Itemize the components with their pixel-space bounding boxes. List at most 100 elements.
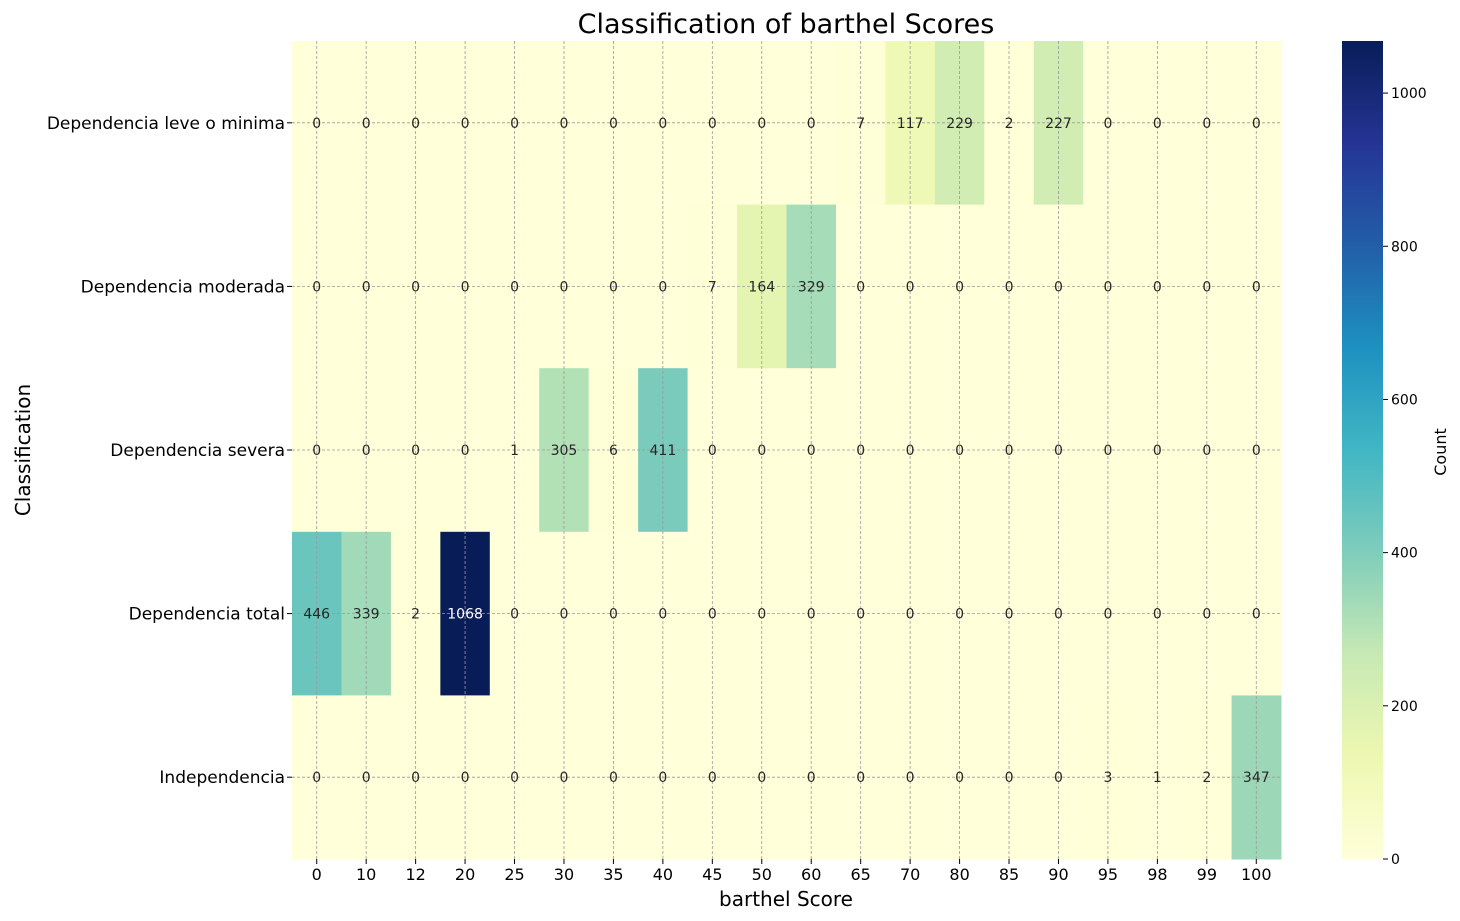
cell-value-label: 0 (362, 443, 371, 459)
cell-value-label: 0 (1103, 116, 1112, 132)
cell-value-label: 227 (1045, 116, 1072, 132)
cell-value-label: 0 (1202, 279, 1211, 295)
cell-value-label: 0 (411, 770, 420, 786)
cell-value-label: 0 (1054, 443, 1063, 459)
colorbar-tick-label: 1000 (1391, 86, 1427, 102)
cell-value-label: 0 (1252, 116, 1261, 132)
cell-value-label: 0 (560, 770, 569, 786)
cell-value-label: 0 (658, 607, 667, 623)
cell-value-label: 329 (798, 279, 825, 295)
cell-value-label: 0 (1202, 607, 1211, 623)
x-tick-label: 98 (1147, 865, 1167, 884)
x-tick-label: 99 (1197, 865, 1217, 884)
cell-value-label: 0 (906, 443, 915, 459)
cell-value-label: 0 (708, 116, 717, 132)
x-tick-label: 20 (455, 865, 475, 884)
cell-value-label: 446 (303, 607, 330, 623)
cell-value-label: 0 (609, 607, 618, 623)
cell-value-label: 0 (461, 443, 470, 459)
cell-value-label: 0 (757, 607, 766, 623)
cell-value-label: 0 (658, 770, 667, 786)
x-tick-label: 70 (900, 865, 920, 884)
cell-value-label: 6 (609, 443, 618, 459)
cell-value-label: 1 (510, 443, 519, 459)
cell-value-label: 0 (1005, 443, 1014, 459)
cell-value-label: 117 (897, 116, 924, 132)
cell-value-label: 0 (757, 116, 766, 132)
cell-value-label: 0 (362, 279, 371, 295)
y-tick-label: Dependencia severa (110, 441, 285, 461)
cell-value-label: 0 (1103, 607, 1112, 623)
cell-value-label: 0 (856, 770, 865, 786)
cell-value-label: 0 (807, 770, 816, 786)
cell-value-label: 0 (312, 279, 321, 295)
x-tick-label: 10 (356, 865, 376, 884)
cell-value-label: 0 (411, 116, 420, 132)
chart-title: Classification of barthel Scores (578, 9, 995, 40)
cell-value-label: 0 (461, 770, 470, 786)
cell-value-label: 0 (312, 443, 321, 459)
x-tick-label: 25 (504, 865, 524, 884)
cell-value-label: 0 (1054, 607, 1063, 623)
cell-value-label: 0 (1202, 116, 1211, 132)
cell-value-label: 0 (510, 116, 519, 132)
cell-value-label: 339 (353, 607, 380, 623)
x-axis-label: barthel Score (719, 887, 853, 911)
x-tick-label: 60 (801, 865, 821, 884)
cell-value-label: 0 (609, 770, 618, 786)
cell-value-label: 0 (1103, 279, 1112, 295)
cell-value-label: 164 (748, 279, 775, 295)
cell-value-label: 0 (1202, 443, 1211, 459)
cell-value-label: 0 (1153, 443, 1162, 459)
x-tick-label: 85 (999, 865, 1019, 884)
x-tick-label: 0 (312, 865, 322, 884)
colorbar-label: Count (1431, 428, 1450, 476)
cell-value-label: 0 (1153, 116, 1162, 132)
cell-value-label: 0 (1153, 279, 1162, 295)
cell-value-label: 0 (1252, 279, 1261, 295)
cell-value-label: 0 (1005, 770, 1014, 786)
cell-value-label: 0 (411, 443, 420, 459)
cell-value-label: 0 (1103, 443, 1112, 459)
cell-value-label: 0 (461, 116, 470, 132)
x-axis-ticks: 0 10 12 20 25 30 35 40 45 50 60 65 70 80 85 90 95 98 99 100 (312, 859, 1272, 884)
cell-value-label: 0 (807, 607, 816, 623)
cell-value-label: 0 (560, 279, 569, 295)
cell-value-label: 0 (906, 770, 915, 786)
y-tick-label: Dependencia leve o minima (47, 114, 285, 134)
cell-value-label: 0 (658, 279, 667, 295)
y-tick-label: Dependencia total (129, 605, 285, 625)
cell-value-label: 0 (1153, 607, 1162, 623)
x-tick-label: 80 (949, 865, 969, 884)
cell-value-label: 0 (906, 279, 915, 295)
cell-value-label: 0 (856, 607, 865, 623)
x-tick-label: 12 (405, 865, 425, 884)
cell-value-label: 0 (510, 770, 519, 786)
colorbar-tick-label: 400 (1391, 546, 1418, 562)
x-tick-label: 30 (554, 865, 574, 884)
x-tick-label: 45 (702, 865, 722, 884)
cell-value-label: 0 (955, 279, 964, 295)
cell-value-label: 2 (1202, 770, 1211, 786)
y-axis-label: Classification (11, 384, 35, 516)
cell-value-label: 305 (551, 443, 578, 459)
cell-annotations: 0 0 0 0 0 0 0 0 0 0 0 7 117 229 2 227 0 0 0 00 0 0 0 0 0 0 0 7 164 32… (303, 116, 1269, 786)
x-tick-label: 50 (752, 865, 772, 884)
cell-value-label: 0 (1005, 607, 1014, 623)
cell-value-label: 0 (362, 116, 371, 132)
cell-value-label: 0 (1252, 607, 1261, 623)
cell-value-label: 0 (807, 443, 816, 459)
cell-value-label: 0 (560, 607, 569, 623)
cell-value-label: 0 (461, 279, 470, 295)
cell-value-label: 0 (757, 443, 766, 459)
cell-value-label: 0 (708, 607, 717, 623)
colorbar-tick-label: 200 (1391, 699, 1418, 715)
x-tick-label: 90 (1048, 865, 1068, 884)
cell-value-label: 0 (510, 607, 519, 623)
cell-value-label: 411 (650, 443, 677, 459)
cell-value-label: 1068 (447, 607, 483, 623)
cell-value-label: 0 (510, 279, 519, 295)
cell-value-label: 3 (1103, 770, 1112, 786)
cell-value-label: 0 (658, 116, 667, 132)
cell-value-label: 2 (411, 607, 420, 623)
